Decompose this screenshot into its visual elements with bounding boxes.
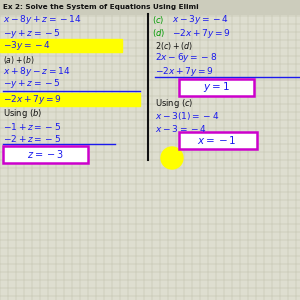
FancyBboxPatch shape — [178, 79, 254, 95]
Text: $x - 3y = -4$: $x - 3y = -4$ — [172, 14, 229, 26]
Text: $x - 8y + z = -14$: $x - 8y + z = -14$ — [3, 14, 81, 26]
Text: $(d)$: $(d)$ — [152, 27, 165, 39]
Text: Ex 2: Solve the System of Equations Using Elimi: Ex 2: Solve the System of Equations Usin… — [3, 4, 199, 10]
Text: $-2 + z = -5$: $-2 + z = -5$ — [3, 133, 61, 143]
Text: $-2x + 7y = 9$: $-2x + 7y = 9$ — [155, 64, 214, 77]
Text: $-2x + 7y = 9$: $-2x + 7y = 9$ — [3, 94, 62, 106]
FancyBboxPatch shape — [178, 131, 256, 148]
Text: $- 3y = -4$: $- 3y = -4$ — [3, 40, 51, 52]
Text: $x = -1$: $x = -1$ — [197, 134, 237, 146]
Text: $z = -3$: $z = -3$ — [27, 148, 63, 160]
Text: Using $(c)$: Using $(c)$ — [155, 97, 194, 110]
Text: $- y + z = -5$: $- y + z = -5$ — [3, 26, 61, 40]
Text: $(a) +(b)$: $(a) +(b)$ — [3, 54, 35, 66]
Text: $(c)$: $(c)$ — [152, 14, 164, 26]
Text: $2x - 6y = -8$: $2x - 6y = -8$ — [155, 52, 218, 64]
Text: $-2x + 7y = 9$: $-2x + 7y = 9$ — [172, 26, 231, 40]
Text: $x + 8y - z = 14$: $x + 8y - z = 14$ — [3, 65, 70, 79]
Text: $y = 1$: $y = 1$ — [202, 80, 230, 94]
Bar — [0, 0, 300, 14]
Text: $-1 + z = -5$: $-1 + z = -5$ — [3, 121, 61, 131]
Text: $2(c) + (d)$: $2(c) + (d)$ — [155, 40, 193, 52]
Text: $- y + z = -5$: $- y + z = -5$ — [3, 77, 61, 91]
Bar — [0, 93, 140, 106]
Text: Using $(b)$: Using $(b)$ — [3, 107, 42, 121]
Text: $x - 3(1) = -4$: $x - 3(1) = -4$ — [155, 110, 219, 122]
Bar — [0, 39, 122, 52]
Text: $x - 3 = -4$: $x - 3 = -4$ — [155, 124, 207, 134]
FancyBboxPatch shape — [2, 146, 88, 163]
Circle shape — [161, 147, 183, 169]
